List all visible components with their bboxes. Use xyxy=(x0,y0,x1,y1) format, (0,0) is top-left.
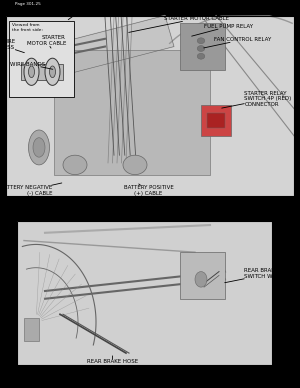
Ellipse shape xyxy=(63,155,87,175)
Text: REAR BRAKE HOSE: REAR BRAKE HOSE xyxy=(87,356,138,364)
Bar xyxy=(24,318,39,341)
Text: STARTER RELAY
SWITCH 4P (RED)
CONNECTOR: STARTER RELAY SWITCH 4P (RED) CONNECTOR xyxy=(222,91,292,108)
Bar xyxy=(6,16,294,196)
Text: REAR BRAKE LIGHT
SWITCH WIRE: REAR BRAKE LIGHT SWITCH WIRE xyxy=(225,268,297,283)
Bar xyxy=(201,105,231,136)
Text: Viewed from
the front side:: Viewed from the front side: xyxy=(12,23,43,32)
Ellipse shape xyxy=(123,155,147,175)
Text: BATTERY POSITIVE
(+) CABLE: BATTERY POSITIVE (+) CABLE xyxy=(124,184,173,196)
Ellipse shape xyxy=(28,66,34,78)
Text: STARTER
MOTOR CABLE: STARTER MOTOR CABLE xyxy=(27,35,66,48)
Ellipse shape xyxy=(195,272,207,287)
Bar xyxy=(180,252,225,299)
Bar xyxy=(21,64,63,80)
Text: FUEL PUMP RELAY: FUEL PUMP RELAY xyxy=(192,24,253,36)
Text: MAIN WIRE
HARNESS: MAIN WIRE HARNESS xyxy=(0,39,24,53)
Ellipse shape xyxy=(28,130,50,165)
Ellipse shape xyxy=(24,58,39,85)
Bar xyxy=(207,113,225,128)
Text: BATTERY NEGATIVE
(-) CABLE: BATTERY NEGATIVE (-) CABLE xyxy=(0,183,62,196)
Bar xyxy=(16,221,272,365)
Ellipse shape xyxy=(197,38,205,44)
Ellipse shape xyxy=(197,45,205,52)
Ellipse shape xyxy=(50,66,56,78)
Bar xyxy=(54,50,210,175)
Ellipse shape xyxy=(33,138,45,157)
Text: SUB-FRAME: SUB-FRAME xyxy=(61,11,92,20)
Bar xyxy=(180,23,225,70)
Ellipse shape xyxy=(197,53,205,59)
Text: WIRE BANDS: WIRE BANDS xyxy=(10,62,53,69)
Bar xyxy=(9,21,74,97)
Ellipse shape xyxy=(45,58,60,85)
Text: FAN CONTROL RELAY: FAN CONTROL RELAY xyxy=(204,37,272,48)
Polygon shape xyxy=(45,16,174,78)
Bar xyxy=(6,16,294,196)
Bar xyxy=(16,221,272,365)
Text: STARTER MOTOR CABLE: STARTER MOTOR CABLE xyxy=(129,16,229,33)
Text: Page 301-25: Page 301-25 xyxy=(15,2,41,6)
